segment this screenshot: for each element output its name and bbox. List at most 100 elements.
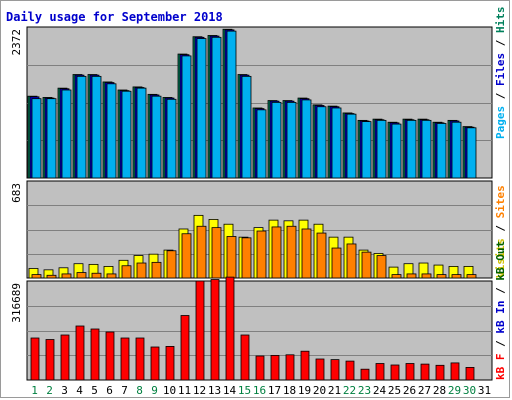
- bar-pages-day-14: [226, 30, 237, 179]
- series-label-part-0: kB F: [494, 354, 507, 381]
- bar-pages-day-27: [421, 119, 432, 179]
- bar-pages-day-21: [331, 107, 342, 179]
- bar-kb-f-day-30: [465, 367, 475, 381]
- bar-pages-day-22: [346, 113, 357, 179]
- bar-sites-day-9: [151, 261, 162, 279]
- bar-pages-day-5: [91, 75, 102, 179]
- series-label-part-3: /: [494, 33, 507, 53]
- bar-kb-f-day-17: [270, 355, 280, 381]
- x-tick-label-11: 11: [178, 384, 191, 397]
- bar-kb-f-day-14: [225, 276, 235, 381]
- bar-pages-day-11: [181, 55, 192, 179]
- x-tick-label-31: 31: [478, 384, 491, 397]
- bar-sites-day-28: [436, 274, 447, 279]
- series-label-part-1: /: [494, 86, 507, 106]
- bar-kb-f-day-25: [390, 364, 400, 381]
- series-label-part-2: kB In: [494, 301, 507, 334]
- bar-kb-f-day-7: [120, 337, 130, 381]
- x-tick-label-26: 26: [403, 384, 416, 397]
- bar-pages-day-15: [241, 75, 252, 179]
- x-tick-label-29: 29: [448, 384, 461, 397]
- x-tick-label-10: 10: [163, 384, 176, 397]
- series-label-part-3: /: [494, 281, 507, 301]
- bar-pages-day-8: [136, 87, 147, 179]
- x-tick-label-7: 7: [121, 384, 128, 397]
- x-tick-label-20: 20: [313, 384, 326, 397]
- bar-kb-f-day-22: [345, 360, 355, 381]
- bar-kb-f-day-29: [450, 362, 460, 381]
- bar-kb-f-day-1: [30, 337, 40, 381]
- bar-kb-f-day-2: [45, 339, 55, 381]
- bar-sites-day-8: [136, 262, 147, 279]
- bar-pages-day-7: [121, 90, 132, 179]
- x-tick-label-22: 22: [343, 384, 356, 397]
- panel-kb-series-label: kB F / kB In / kB Out: [494, 241, 507, 380]
- bar-kb-f-day-3: [60, 334, 70, 381]
- x-tick-label-24: 24: [373, 384, 387, 397]
- bar-sites-day-11: [181, 233, 192, 279]
- bar-sites-day-18: [286, 225, 297, 279]
- bar-kb-f-day-23: [360, 368, 370, 381]
- bar-sites-day-29: [451, 274, 462, 279]
- series-label-part-2: Files: [494, 53, 507, 86]
- bar-kb-f-day-10: [165, 346, 175, 381]
- x-tick-label-3: 3: [61, 384, 68, 397]
- bar-kb-f-day-24: [375, 363, 385, 381]
- bar-pages-day-3: [61, 89, 72, 179]
- bar-kb-f-day-21: [330, 359, 340, 381]
- bar-sites-day-2: [46, 274, 57, 279]
- x-tick-label-17: 17: [268, 384, 281, 397]
- bar-sites-day-25: [391, 274, 402, 279]
- bar-kb-f-day-15: [240, 334, 250, 381]
- bar-kb-f-day-16: [255, 355, 265, 381]
- x-tick-label-21: 21: [328, 384, 341, 397]
- x-tick-label-4: 4: [76, 384, 83, 397]
- bar-pages-day-24: [376, 119, 387, 179]
- bar-sites-day-16: [256, 230, 267, 279]
- bar-sites-day-21: [331, 247, 342, 279]
- bar-sites-day-14: [226, 236, 237, 279]
- bar-pages-day-16: [256, 109, 267, 179]
- chart-title: Daily usage for September 2018: [6, 10, 223, 24]
- bar-kb-f-day-19: [300, 350, 310, 381]
- bar-sites-day-23: [361, 251, 372, 279]
- bar-pages-day-20: [316, 106, 327, 179]
- x-tick-label-15: 15: [238, 384, 251, 397]
- bar-sites-day-12: [196, 225, 207, 279]
- x-tick-label-28: 28: [433, 384, 446, 397]
- x-tick-label-12: 12: [193, 384, 206, 397]
- panel-visits-series-label: Visits / Sites: [494, 185, 507, 278]
- x-tick-label-27: 27: [418, 384, 431, 397]
- bar-sites-day-1: [31, 274, 42, 279]
- bar-sites-day-22: [346, 243, 357, 279]
- x-tick-label-9: 9: [151, 384, 158, 397]
- x-tick-label-18: 18: [283, 384, 296, 397]
- x-tick-label-13: 13: [208, 384, 221, 397]
- bar-sites-day-26: [406, 273, 417, 279]
- bar-kb-f-day-8: [135, 337, 145, 381]
- bar-pages-day-6: [106, 83, 117, 179]
- x-tick-label-16: 16: [253, 384, 266, 397]
- bar-sites-day-19: [301, 228, 312, 279]
- bar-kb-f-day-28: [435, 364, 445, 381]
- bar-kb-f-day-12: [195, 280, 205, 381]
- bar-kb-f-day-26: [405, 363, 415, 381]
- panel-hits-ymax-label: 2372: [10, 29, 23, 56]
- series-label-part-0: Pages: [494, 106, 507, 139]
- panel-hits: 2372 Pages / Files / Hits: [10, 7, 507, 179]
- x-axis: 1 2 3 4 5 6 7 8 9 10 11 12 13 14 15 16 17 18 19 20 21 22 23 24 2…: [31, 384, 491, 397]
- series-label-part-1: /: [494, 334, 507, 354]
- x-tick-label-19: 19: [298, 384, 311, 397]
- bar-sites-day-30: [466, 274, 477, 279]
- panel-visits: 683 Visits / Sites: [10, 180, 507, 279]
- bar-pages-day-26: [406, 119, 417, 179]
- bar-kb-f-day-9: [150, 346, 160, 381]
- series-label-part-4: Hits: [494, 7, 507, 34]
- bar-sites-day-4: [76, 272, 87, 279]
- bar-sites-day-27: [421, 273, 432, 279]
- x-tick-label-8: 8: [136, 384, 143, 397]
- bar-pages-day-2: [46, 98, 57, 179]
- bar-sites-day-20: [316, 232, 327, 279]
